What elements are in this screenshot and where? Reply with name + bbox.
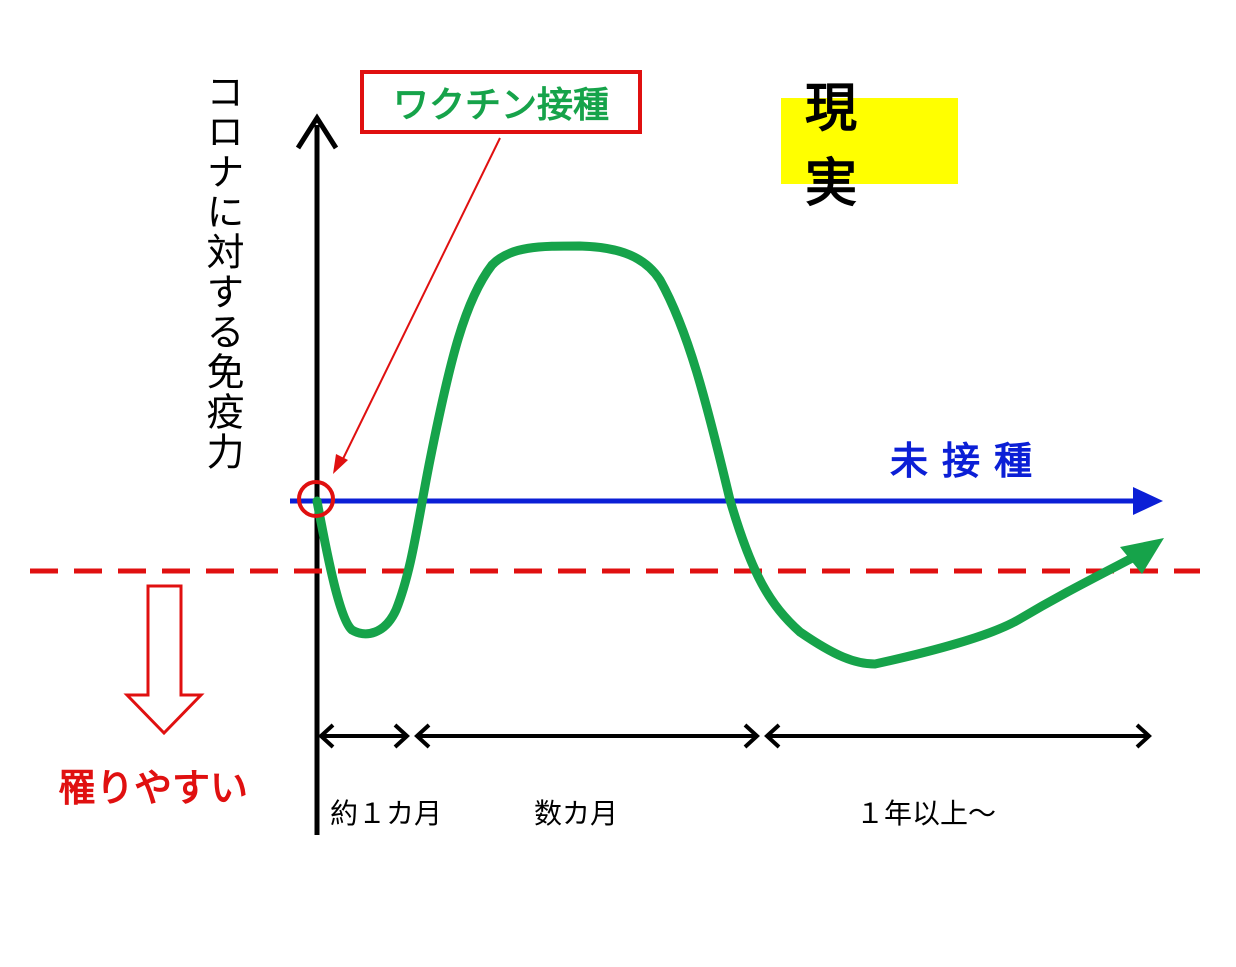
vaccination-pointer-line	[339, 137, 501, 466]
period-label-3: １年以上～	[856, 797, 997, 830]
period-label-2: 数カ月	[534, 797, 619, 830]
vaccination-point-marker	[297, 480, 335, 518]
vaccination-pointer-arrowhead	[333, 454, 348, 474]
immunity-curve	[312, 241, 1143, 669]
unvaccinated-baseline-arrowhead	[1133, 487, 1163, 515]
period-arrow-3	[764, 723, 1152, 749]
period-label-1: 約１カ月	[330, 797, 443, 830]
infection-down-arrow	[123, 584, 205, 736]
reality-label-box: 現 実	[781, 79, 958, 214]
reality-label: 現 実	[805, 79, 882, 214]
infection-prone-label: 罹りやすい	[58, 766, 249, 810]
vaccination-label: ワクチン接種	[392, 85, 609, 126]
vaccination-label-box: ワクチン接種	[360, 70, 642, 134]
immunity-curve-arrowhead	[1120, 538, 1164, 574]
y-axis-label: コロナに対する免疫力	[200, 72, 244, 472]
period-arrow-2	[414, 723, 760, 749]
unvaccinated-label: 未接種	[890, 439, 1047, 483]
period-arrow-1	[318, 723, 410, 749]
y-axis-arrowhead	[295, 113, 339, 150]
